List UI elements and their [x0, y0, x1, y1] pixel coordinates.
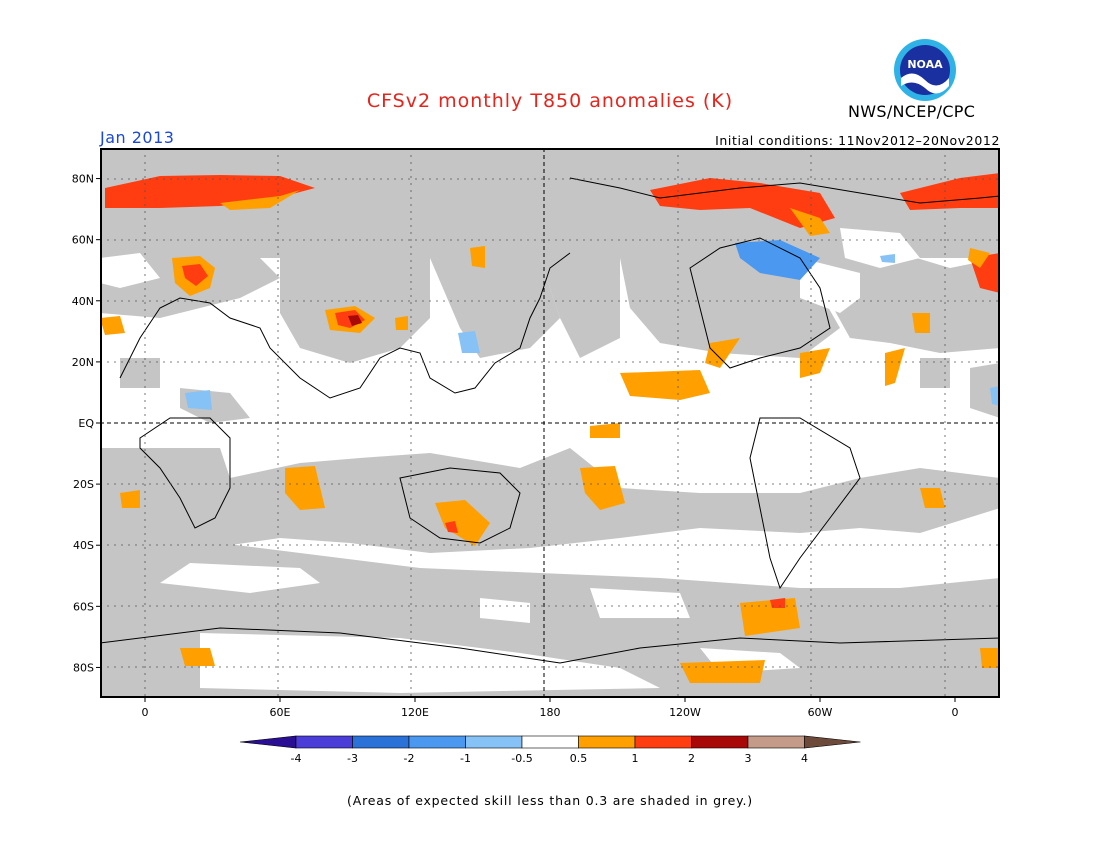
agency-label: NWS/NCEP/CPC — [848, 102, 976, 121]
lon-tick-label: 0 — [952, 706, 959, 719]
warm-anomalies — [100, 173, 1000, 683]
legend-label: -0.5 — [511, 752, 532, 765]
legend-color-box — [352, 735, 410, 749]
legend-color-box — [578, 735, 636, 749]
coastlines — [100, 177, 1000, 664]
noaa-logo: NOAA — [894, 39, 956, 101]
legend-label: 2 — [688, 752, 695, 765]
legend-label: -2 — [404, 752, 415, 765]
lat-tick-label: 20S — [73, 478, 94, 491]
equator-dateline — [100, 148, 1000, 698]
legend-label: 0.5 — [570, 752, 588, 765]
legend-color-box — [295, 735, 353, 749]
legend-label: 1 — [632, 752, 639, 765]
latitude-labels: 80N 60N 40N 20N EQ 20S 40S 60S 80S — [72, 173, 100, 674]
cold-anomalies — [185, 240, 1000, 410]
legend-label: 4 — [801, 752, 808, 765]
legend-color-box — [747, 735, 805, 749]
legend-label: -3 — [347, 752, 358, 765]
lat-tick-label: 60S — [73, 600, 94, 613]
skill-note: (Areas of expected skill less than 0.3 a… — [347, 793, 753, 808]
lat-tick-label: EQ — [78, 417, 94, 430]
lon-tick-label: 120W — [669, 706, 701, 719]
legend-color-box — [465, 735, 523, 749]
color-legend: -4 -3 -2 -1 -0.5 0.5 1 2 3 4 — [239, 735, 861, 765]
lat-tick-label: 20N — [72, 356, 94, 369]
legend-label: -1 — [460, 752, 471, 765]
lat-tick-label: 80N — [72, 173, 94, 186]
lat-tick-label: 40N — [72, 295, 94, 308]
forecast-month: Jan 2013 — [100, 128, 175, 147]
lon-tick-label: 60E — [270, 706, 291, 719]
lon-tick-label: 180 — [540, 706, 561, 719]
legend-color-box — [691, 735, 749, 749]
lat-tick-label: 80S — [73, 661, 94, 674]
legend-arrow-low — [239, 735, 297, 749]
longitude-labels: 0 60E 120E 180 120W 60W 0 — [142, 698, 959, 719]
chart-title: CFSv2 monthly T850 anomalies (K) — [366, 90, 734, 112]
lat-lon-grid — [100, 148, 1000, 698]
legend-color-box — [521, 735, 579, 749]
legend-color-box — [634, 735, 692, 749]
lon-tick-label: 0 — [142, 706, 149, 719]
legend-label: 3 — [745, 752, 752, 765]
lon-tick-label: 60W — [808, 706, 833, 719]
legend-color-box — [408, 735, 466, 749]
legend-label: -4 — [291, 752, 302, 765]
lat-tick-label: 40S — [73, 539, 94, 552]
lat-tick-label: 60N — [72, 234, 94, 247]
legend-arrow-high — [804, 735, 861, 749]
initial-conditions: Initial conditions: 11Nov2012–20Nov2012 — [715, 133, 1000, 148]
logo-text: NOAA — [907, 58, 943, 71]
anomaly-map — [100, 148, 1000, 698]
lon-tick-label: 120E — [401, 706, 429, 719]
